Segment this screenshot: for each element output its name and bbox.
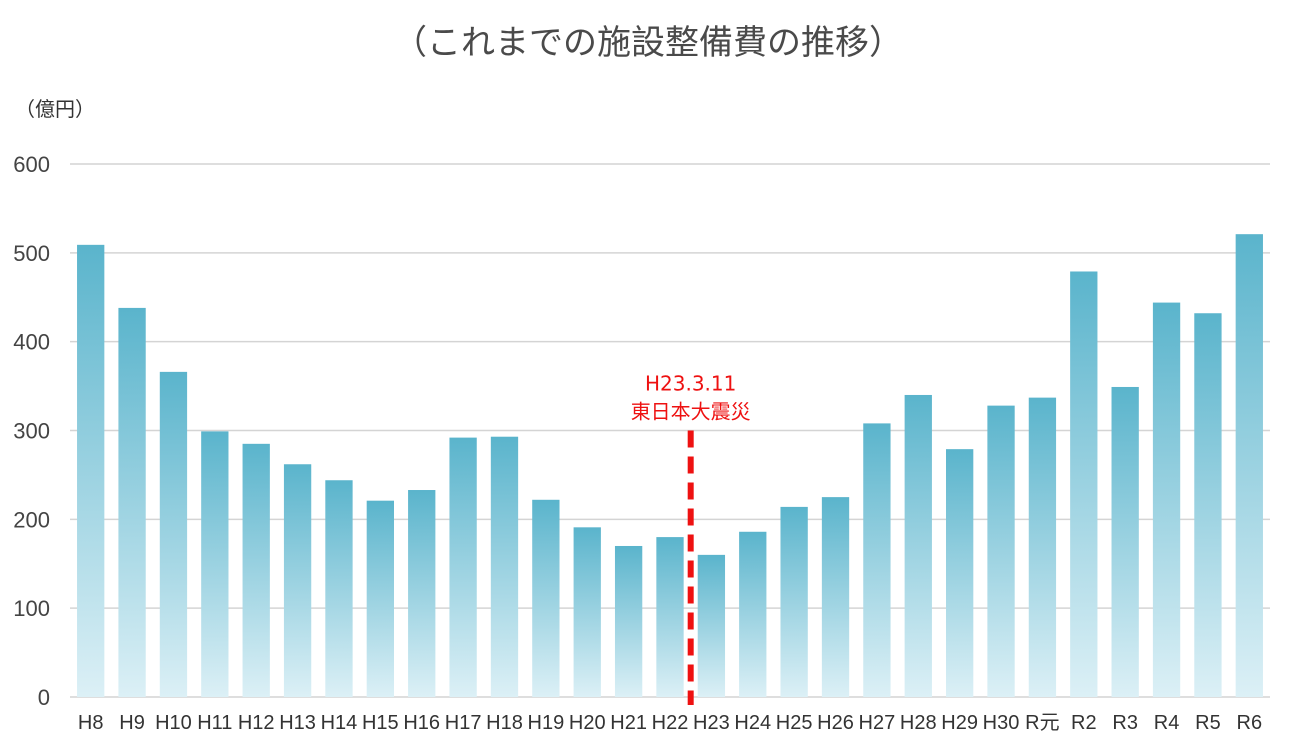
chart-title: （これまでの施設整備費の推移）	[393, 23, 903, 63]
bar-H28	[904, 394, 932, 697]
y-axis-unit-label: （億円）	[15, 97, 95, 121]
bar-H27	[863, 423, 891, 697]
x-tick-label: H24	[734, 712, 771, 734]
x-tick-label: H20	[569, 712, 606, 734]
y-tick-label: 200	[13, 507, 50, 532]
x-tick-label: H26	[817, 712, 854, 734]
bar-H25	[780, 506, 808, 697]
bar-H20	[573, 527, 601, 697]
x-tick-label: H22	[652, 712, 689, 734]
bar-H23	[697, 554, 726, 697]
bar-H10	[159, 371, 188, 697]
x-tick-label: H15	[362, 712, 399, 734]
x-tick-label: R4	[1154, 712, 1180, 734]
bar-R5	[1194, 313, 1222, 697]
x-tick-label: H9	[119, 712, 145, 734]
annotation-event-label: 東日本大震災	[631, 400, 751, 424]
bar-H16	[408, 490, 436, 697]
bar-H21	[614, 545, 643, 697]
x-tick-label: R5	[1195, 712, 1221, 734]
bar-H8	[77, 244, 105, 698]
y-tick-label: 500	[13, 241, 50, 266]
x-tick-label: R元	[1025, 712, 1059, 734]
x-tick-label: H10	[155, 712, 192, 734]
bar-H24	[739, 531, 767, 697]
y-tick-label: 0	[38, 685, 50, 710]
x-tick-label: H17	[445, 712, 482, 734]
y-tick-label: 600	[13, 152, 50, 177]
x-tick-label: R3	[1112, 712, 1138, 734]
bar-H22	[656, 537, 684, 697]
x-tick-label: H27	[859, 712, 896, 734]
bar-H12	[242, 443, 270, 697]
bars	[77, 234, 1263, 698]
bar-H26	[821, 497, 850, 697]
y-tick-label: 300	[13, 419, 50, 444]
x-tick-label: H16	[403, 712, 440, 734]
bar-H13	[283, 464, 312, 697]
earthquake-annotation: H23.3.11 東日本大震災	[631, 372, 751, 705]
x-tick-label: R6	[1237, 712, 1263, 734]
bar-R元	[1028, 397, 1057, 697]
x-tick-label: H25	[776, 712, 813, 734]
x-axis-ticks: H8 H9 H10 H11 H12 H13 H14 H15 H16 H17 H18 H19 H20 H21…	[78, 712, 1262, 734]
annotation-date-label: H23.3.11	[645, 372, 736, 396]
bar-H19	[532, 499, 560, 697]
x-tick-label: H19	[528, 712, 565, 734]
x-tick-label: H23	[693, 712, 730, 734]
bar-H18	[490, 436, 519, 697]
x-tick-label: R2	[1071, 712, 1097, 734]
x-tick-label: H12	[238, 712, 275, 734]
x-tick-label: H13	[279, 712, 316, 734]
x-tick-label: H8	[78, 712, 104, 734]
x-tick-label: H18	[486, 712, 523, 734]
bar-R3	[1111, 386, 1139, 697]
bar-R2	[1070, 271, 1098, 697]
bar-H15	[366, 500, 394, 697]
bar-H14	[325, 480, 353, 697]
bar-H9	[118, 307, 146, 697]
x-tick-label: H11	[197, 712, 232, 734]
bar-H29	[946, 449, 974, 697]
x-tick-label: H28	[900, 712, 937, 734]
x-tick-label: H29	[941, 712, 978, 734]
x-tick-label: H14	[321, 712, 358, 734]
y-tick-label: 100	[13, 596, 50, 621]
gridlines	[70, 163, 1270, 698]
x-tick-label: H30	[983, 712, 1020, 734]
bar-H17	[449, 437, 477, 697]
bar-H11	[201, 431, 229, 697]
y-axis-ticks: 0 100 200 300 400 500 600	[13, 152, 50, 710]
bar-R4	[1152, 302, 1181, 697]
y-tick-label: 400	[13, 330, 50, 355]
x-tick-label: H21	[610, 712, 647, 734]
bar-H30	[987, 405, 1015, 697]
bar-R6	[1235, 234, 1263, 697]
